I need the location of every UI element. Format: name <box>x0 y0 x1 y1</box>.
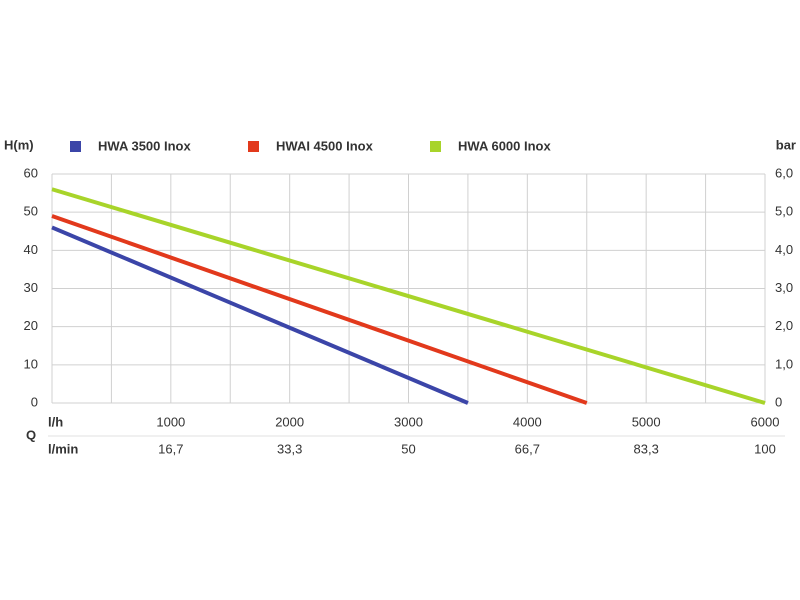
series-line <box>51 214 588 405</box>
y2-tick-label: 6,0 <box>775 165 793 180</box>
x2-tick-label: 83,3 <box>634 441 659 456</box>
y2-tick-label: 1,0 <box>775 356 793 371</box>
y-tick-label: 20 <box>24 318 38 333</box>
x-tick-label: 5000 <box>632 414 661 429</box>
x-tick-label: 4000 <box>513 414 542 429</box>
legend-swatch <box>430 141 441 152</box>
x2-tick-label: 100 <box>754 441 776 456</box>
q-label: Q <box>26 427 36 442</box>
y-tick-label: 50 <box>24 204 38 219</box>
legend-swatch <box>70 141 81 152</box>
legend-label: HWA 3500 Inox <box>98 138 191 153</box>
series-line <box>51 225 469 405</box>
x2-tick-label: 50 <box>401 441 415 456</box>
x2-tick-label: 66,7 <box>515 441 540 456</box>
x-tick-label: 6000 <box>751 414 780 429</box>
y-tick-label: 0 <box>31 394 38 409</box>
legend-label: HWAI 4500 Inox <box>276 138 374 153</box>
x2-tick-label: 16,7 <box>158 441 183 456</box>
y2-tick-label: 2,0 <box>775 318 793 333</box>
x-axis-label: l/h <box>48 414 63 429</box>
y2-tick-label: 0 <box>775 394 782 409</box>
y2-tick-label: 3,0 <box>775 280 793 295</box>
y-axis-label: H(m) <box>4 137 34 152</box>
y-tick-label: 10 <box>24 356 38 371</box>
y2-axis-label: bar <box>776 137 796 152</box>
series-line <box>51 187 766 405</box>
x-tick-label: 2000 <box>275 414 304 429</box>
y2-tick-label: 4,0 <box>775 242 793 257</box>
legend-swatch <box>248 141 259 152</box>
y-tick-label: 40 <box>24 242 38 257</box>
x-tick-label: 3000 <box>394 414 423 429</box>
y-tick-label: 30 <box>24 280 38 295</box>
x2-tick-label: 33,3 <box>277 441 302 456</box>
y2-tick-label: 5,0 <box>775 204 793 219</box>
x-tick-label: 1000 <box>156 414 185 429</box>
y-tick-label: 60 <box>24 165 38 180</box>
legend-label: HWA 6000 Inox <box>458 138 551 153</box>
x2-axis-label: l/min <box>48 441 78 456</box>
